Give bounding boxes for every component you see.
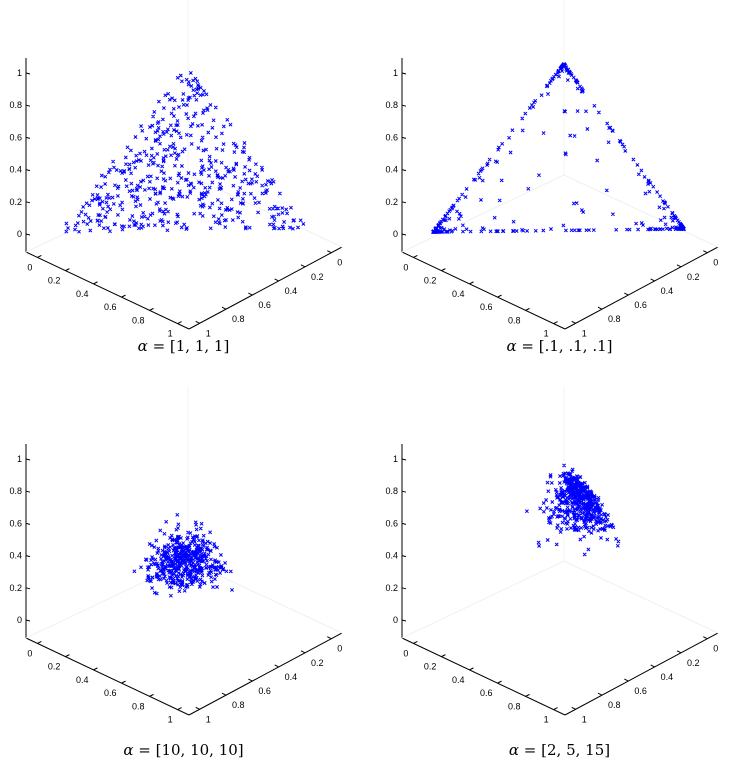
svg-text:0.6: 0.6: [9, 518, 22, 528]
svg-text:0.6: 0.6: [480, 302, 493, 312]
svg-text:0.6: 0.6: [385, 132, 398, 142]
svg-text:0.4: 0.4: [9, 551, 22, 561]
scatter-plot-3d: 0 0.2 0.4 0.6 0.8 1 0 0.2 0.4 0.6 0.8 1 0 0.2 0.4 0.6 0.…: [385, 386, 718, 725]
svg-text:0.8: 0.8: [508, 701, 521, 711]
svg-text:0: 0: [713, 258, 718, 268]
svg-text:0.8: 0.8: [608, 700, 621, 710]
svg-text:0.6: 0.6: [258, 300, 271, 310]
scatter-plot-3d: 0 0.2 0.4 0.6 0.8 1 0 0.2 0.4 0.6 0.8 1 0 0.2 0.4 0.6 0.…: [9, 386, 342, 725]
svg-text:0.8: 0.8: [9, 486, 22, 496]
svg-text:0.6: 0.6: [9, 132, 22, 142]
svg-text:0: 0: [713, 644, 718, 654]
svg-text:0: 0: [337, 644, 342, 654]
svg-text:0: 0: [17, 615, 22, 625]
plot-panel-alpha-1-1-1: 0 0.2 0.4 0.6 0.8 1 0 0.2 0.4 0.6 0.8 1 0 0.2 0.4 0.6 0.…: [0, 0, 367, 388]
svg-text:0.2: 0.2: [9, 197, 22, 207]
svg-text:0.4: 0.4: [9, 165, 22, 175]
svg-text:0.8: 0.8: [232, 314, 245, 324]
svg-text:0.8: 0.8: [9, 100, 22, 110]
svg-text:1: 1: [544, 329, 549, 339]
svg-text:1: 1: [393, 454, 398, 464]
svg-text:0.8: 0.8: [508, 315, 521, 325]
svg-text:0: 0: [393, 615, 398, 625]
svg-text:0: 0: [403, 262, 408, 272]
svg-text:0: 0: [17, 229, 22, 239]
plot-panel-alpha-10: 0 0.2 0.4 0.6 0.8 1 0 0.2 0.4 0.6 0.8 1 0 0.2 0.4 0.6 0.…: [0, 386, 367, 774]
scatter-markers: [524, 463, 621, 557]
svg-text:1: 1: [168, 715, 173, 725]
scatter-markers: [431, 62, 686, 234]
svg-text:0.2: 0.2: [385, 583, 398, 593]
svg-text:0.8: 0.8: [385, 100, 398, 110]
alpha-value: [2, 5, 15]: [541, 741, 611, 759]
svg-text:0.8: 0.8: [232, 700, 245, 710]
alpha-symbol: α: [123, 741, 134, 759]
svg-text:0.2: 0.2: [687, 272, 700, 282]
alpha-symbol: α: [137, 337, 148, 355]
plot-panel-alpha-2-5-15: 0 0.2 0.4 0.6 0.8 1 0 0.2 0.4 0.6 0.8 1 0 0.2 0.4 0.6 0.…: [376, 386, 734, 774]
svg-text:0: 0: [27, 648, 32, 658]
svg-text:0.4: 0.4: [76, 289, 89, 299]
svg-text:0.4: 0.4: [385, 551, 398, 561]
panel-caption: α = [10, 10, 10]: [123, 741, 244, 759]
svg-text:1: 1: [17, 68, 22, 78]
svg-text:0.6: 0.6: [385, 518, 398, 528]
svg-text:0.8: 0.8: [385, 486, 398, 496]
svg-text:0.4: 0.4: [661, 286, 674, 296]
svg-text:0.6: 0.6: [104, 302, 117, 312]
plot-panel-alpha-0.1: 0 0.2 0.4 0.6 0.8 1 0 0.2 0.4 0.6 0.8 1 0 0.2 0.4 0.6 0.…: [376, 0, 734, 388]
svg-text:1: 1: [544, 715, 549, 725]
scatter-markers: [132, 512, 234, 598]
alpha-value: [.1, .1, .1]: [538, 337, 613, 355]
svg-text:0.4: 0.4: [452, 675, 465, 685]
svg-text:1: 1: [582, 714, 587, 724]
svg-text:0.4: 0.4: [661, 672, 674, 682]
svg-text:0.6: 0.6: [104, 688, 117, 698]
scatter-plot-3d: 0 0.2 0.4 0.6 0.8 1 0 0.2 0.4 0.6 0.8 1 0 0.2 0.4 0.6 0.…: [385, 0, 718, 339]
svg-text:0.4: 0.4: [285, 672, 298, 682]
svg-text:0.2: 0.2: [424, 662, 437, 672]
svg-text:0.6: 0.6: [480, 688, 493, 698]
alpha-value: [1, 1, 1]: [169, 337, 230, 355]
alpha-symbol: α: [508, 741, 520, 759]
svg-text:0.2: 0.2: [424, 276, 437, 286]
svg-text:0: 0: [27, 262, 32, 272]
scatter-plot-3d: 0 0.2 0.4 0.6 0.8 1 0 0.2 0.4 0.6 0.8 1 0 0.2 0.4 0.6 0.…: [9, 0, 342, 339]
svg-text:0.8: 0.8: [132, 701, 145, 711]
svg-text:1: 1: [168, 329, 173, 339]
svg-text:0: 0: [337, 258, 342, 268]
svg-text:1: 1: [393, 68, 398, 78]
svg-text:0.4: 0.4: [285, 286, 298, 296]
svg-text:0.6: 0.6: [258, 686, 271, 696]
svg-text:0.4: 0.4: [385, 165, 398, 175]
svg-text:0.2: 0.2: [385, 197, 398, 207]
svg-text:1: 1: [17, 454, 22, 464]
svg-text:1: 1: [206, 328, 211, 338]
svg-text:0.2: 0.2: [311, 658, 324, 668]
svg-text:0.8: 0.8: [608, 314, 621, 324]
alpha-symbol: α: [506, 337, 517, 355]
svg-text:0.2: 0.2: [687, 658, 700, 668]
panel-caption: α = [.1, .1, .1]: [506, 337, 613, 355]
svg-text:0.4: 0.4: [76, 675, 89, 685]
svg-text:0.6: 0.6: [634, 300, 647, 310]
panel-caption: α = [2, 5, 15]: [508, 741, 611, 759]
svg-text:0.6: 0.6: [634, 686, 647, 696]
svg-text:1: 1: [206, 714, 211, 724]
svg-text:0.2: 0.2: [9, 583, 22, 593]
svg-text:0.8: 0.8: [132, 315, 145, 325]
alpha-value: [10, 10, 10]: [155, 741, 244, 759]
svg-text:0.2: 0.2: [48, 276, 61, 286]
svg-text:0: 0: [403, 648, 408, 658]
svg-text:0.2: 0.2: [311, 272, 324, 282]
svg-text:0.2: 0.2: [48, 662, 61, 672]
svg-text:1: 1: [582, 328, 587, 338]
svg-text:0.4: 0.4: [452, 289, 465, 299]
scatter-markers: [64, 70, 306, 234]
panel-caption: α = [1, 1, 1]: [137, 337, 230, 355]
svg-text:0: 0: [393, 229, 398, 239]
